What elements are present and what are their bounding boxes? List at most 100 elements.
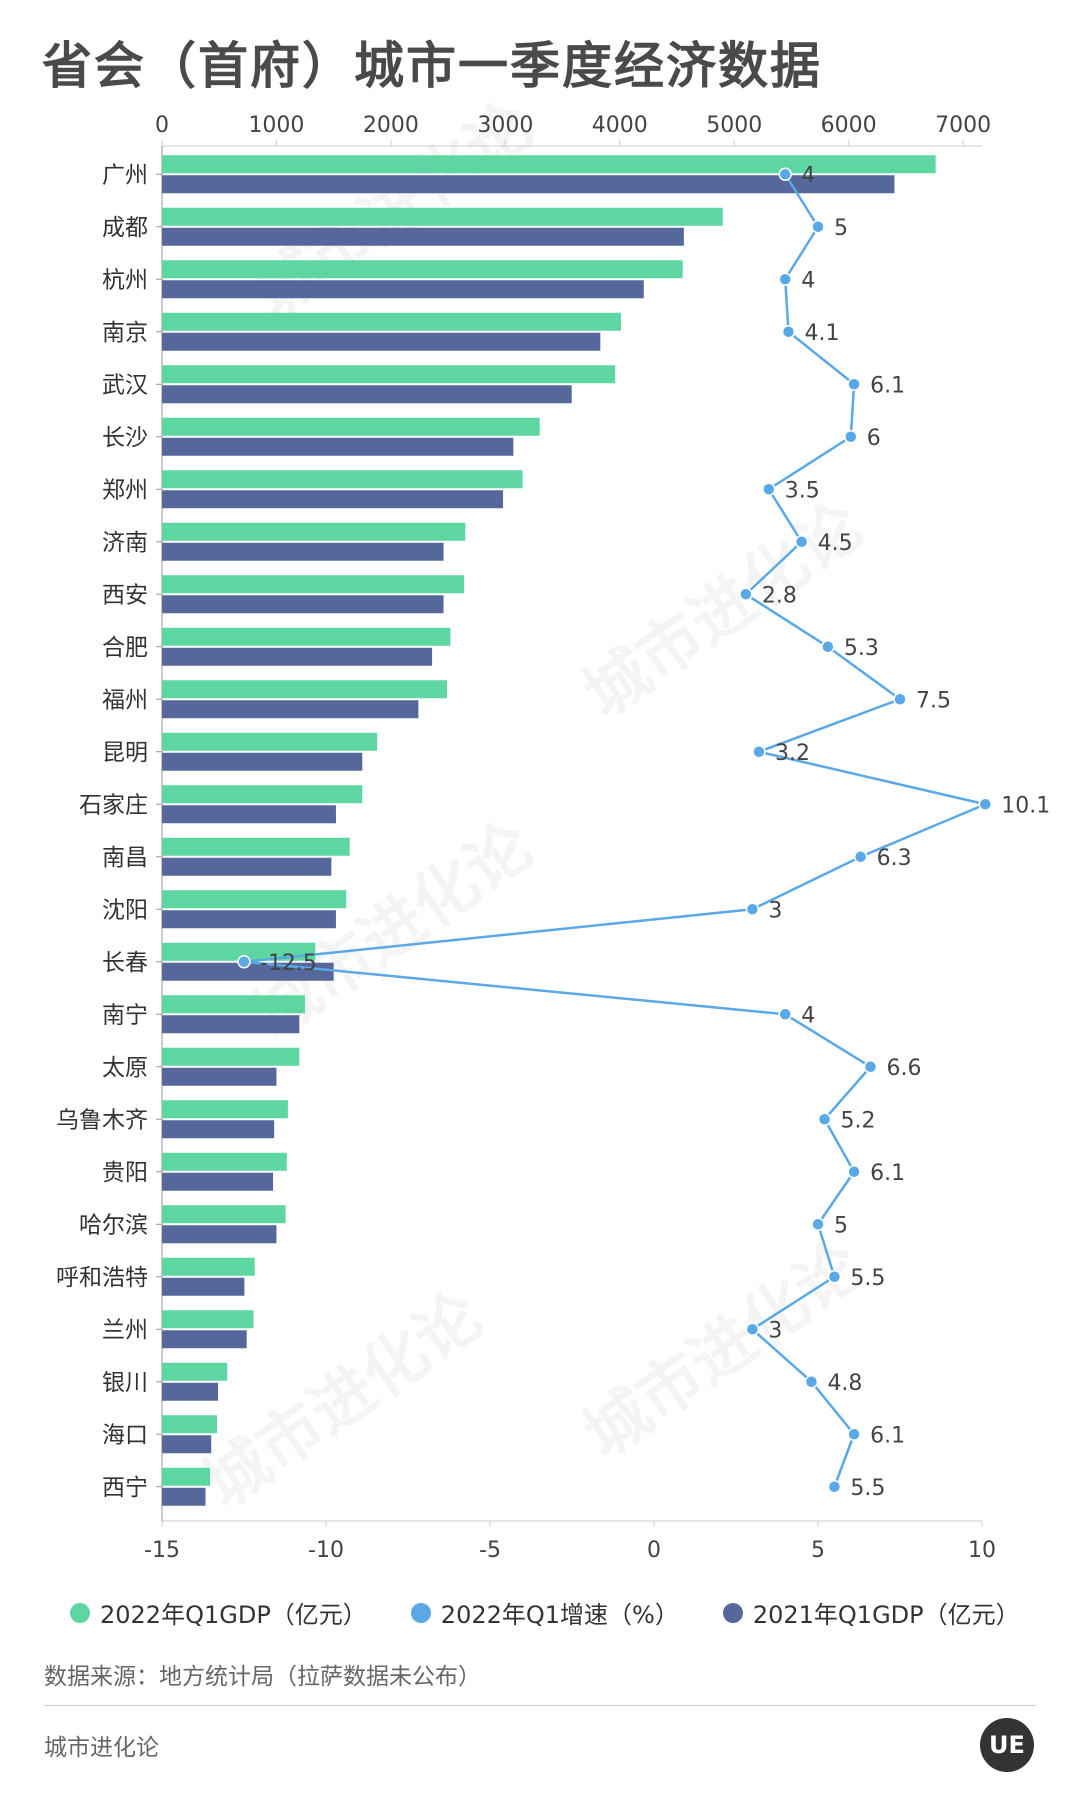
bar-2021-q1-gdp — [162, 1435, 212, 1454]
growth-rate-point — [847, 1165, 861, 1179]
growth-rate-data-label: 4.1 — [804, 321, 839, 346]
growth-rate-point — [811, 220, 825, 234]
bar-2022-q1-gdp — [162, 627, 451, 646]
bar-2021-q1-gdp — [162, 700, 419, 719]
bar-2022-q1-gdp — [162, 155, 936, 174]
bar-2021-q1-gdp — [162, 1225, 277, 1244]
growth-rate-point — [237, 955, 251, 969]
growth-rate-data-label: 3.2 — [775, 741, 810, 766]
category-label: 沈阳 — [102, 897, 148, 923]
legend: 2022年Q1GDP（亿元） 2022年Q1增速（%） 2021年Q1GDP（亿… — [70, 1595, 1020, 1630]
growth-rate-point — [847, 377, 861, 391]
category-label: 长春 — [102, 950, 148, 976]
bar-2021-q1-gdp — [162, 1277, 245, 1296]
growth-rate-point — [827, 1270, 842, 1284]
growth-rate-data-label: 4 — [801, 268, 815, 293]
category-label: 乌鲁木齐 — [56, 1107, 148, 1133]
bar-2022-q1-gdp — [162, 1257, 255, 1276]
growth-rate-point — [739, 587, 753, 601]
legend-label: 2022年Q1增速（%） — [440, 1601, 679, 1629]
top-axis-tick-label: 5000 — [706, 113, 762, 138]
category-label: 兰州 — [102, 1317, 148, 1343]
bar-2021-q1-gdp — [162, 1015, 300, 1034]
growth-rate-point — [794, 535, 809, 549]
category-label: 郑州 — [102, 477, 148, 503]
growth-rate-point — [844, 430, 858, 444]
bar-2021-q1-gdp — [162, 280, 644, 299]
bar-2021-q1-gdp — [162, 857, 332, 876]
bar-line-chart: 0 1000 2000 3000 4000 5000 6000 7000 -15 -10 -5 0 5 1… — [56, 113, 1050, 1563]
category-label: 西安 — [102, 582, 148, 608]
growth-rate-point — [817, 1112, 832, 1126]
growth-rate-data-label: 5.5 — [850, 1266, 885, 1291]
growth-rate-point — [847, 1427, 861, 1441]
bar-2022-q1-gdp — [162, 890, 347, 909]
growth-rate-data-label: 3 — [768, 898, 782, 923]
growth-rate-data-label: 6 — [867, 426, 881, 451]
category-label: 武汉 — [102, 372, 148, 398]
bar-2021-q1-gdp — [162, 175, 895, 194]
bar-2021-q1-gdp — [162, 1067, 277, 1086]
data-source-note: 数据来源：地方统计局（拉萨数据未公布） — [44, 1664, 481, 1690]
bar-2021-q1-gdp — [162, 595, 444, 614]
bar-2021-q1-gdp — [162, 332, 601, 351]
category-label: 长沙 — [102, 425, 148, 451]
growth-rate-point — [853, 850, 868, 864]
growth-rate-data-label: 7.5 — [916, 688, 951, 713]
bar-2022-q1-gdp — [162, 942, 316, 961]
bar-2021-q1-gdp — [162, 1120, 275, 1139]
category-label: 贵阳 — [102, 1160, 148, 1186]
bar-2022-q1-gdp — [162, 995, 306, 1014]
bottom-axis-tick-label: 5 — [811, 1538, 825, 1563]
growth-rate-data-label: 4.5 — [818, 531, 853, 556]
bar-2022-q1-gdp — [162, 365, 616, 384]
growth-rate-point — [745, 902, 760, 916]
bar-2022-q1-gdp — [162, 1152, 287, 1171]
bar-2022-q1-gdp — [162, 417, 540, 436]
legend-dot — [410, 1602, 431, 1623]
category-label: 石家庄 — [79, 792, 148, 818]
legend-item-2021-gdp[interactable]: 2021年Q1GDP（亿元） — [722, 1595, 1020, 1630]
bar-2022-q1-gdp — [162, 680, 447, 699]
category-label: 福州 — [102, 687, 148, 713]
growth-rate-line — [243, 173, 990, 1488]
growth-rate-point — [978, 797, 993, 811]
bar-2022-q1-gdp — [162, 470, 523, 489]
bar-2022-q1-gdp — [162, 1205, 286, 1224]
bar-2022-q1-gdp — [162, 522, 466, 541]
growth-rate-data-label: 2.8 — [762, 583, 797, 608]
bar-2022-q1-gdp — [162, 312, 621, 331]
category-label: 太原 — [102, 1055, 148, 1081]
growth-rate-data-label: 5.3 — [844, 636, 879, 661]
bar-2021-q1-gdp — [162, 1487, 206, 1506]
category-label: 南昌 — [102, 845, 148, 871]
legend-item-2022-growth[interactable]: 2022年Q1增速（%） — [410, 1595, 679, 1630]
bar-2022-q1-gdp — [162, 1467, 211, 1486]
growth-rate-data-label: 10.1 — [1001, 793, 1050, 818]
growth-rate-point — [811, 1217, 825, 1231]
growth-rate-point — [821, 640, 835, 654]
category-label: 呼和浩特 — [56, 1265, 148, 1291]
growth-rate-point — [781, 325, 796, 339]
footer-divider — [44, 1705, 1036, 1706]
growth-rate-point — [804, 1375, 819, 1389]
category-label: 哈尔滨 — [79, 1212, 148, 1238]
bottom-axis-tick-label: 10 — [968, 1538, 996, 1563]
growth-rate-point — [745, 1322, 760, 1336]
category-label: 南宁 — [102, 1002, 148, 1028]
bar-2021-q1-gdp — [162, 1382, 219, 1401]
category-label: 济南 — [102, 530, 148, 556]
category-label: 广州 — [102, 162, 148, 188]
growth-rate-data-label: 5 — [834, 216, 848, 241]
bottom-axis-tick-label: -10 — [308, 1538, 344, 1563]
growth-rate-point — [752, 745, 766, 759]
growth-rate-data-label: 6.1 — [870, 1161, 905, 1186]
bar-2022-q1-gdp — [162, 1100, 288, 1119]
growth-rate-data-label: 6.1 — [870, 1423, 905, 1448]
category-label: 昆明 — [102, 740, 148, 766]
growth-rate-data-label: 6.1 — [870, 373, 905, 398]
legend-item-2022-gdp[interactable]: 2022年Q1GDP（亿元） — [70, 1595, 367, 1630]
bar-2022-q1-gdp — [162, 837, 350, 856]
bar-2022-q1-gdp — [162, 732, 378, 751]
bar-2022-q1-gdp — [162, 207, 723, 226]
